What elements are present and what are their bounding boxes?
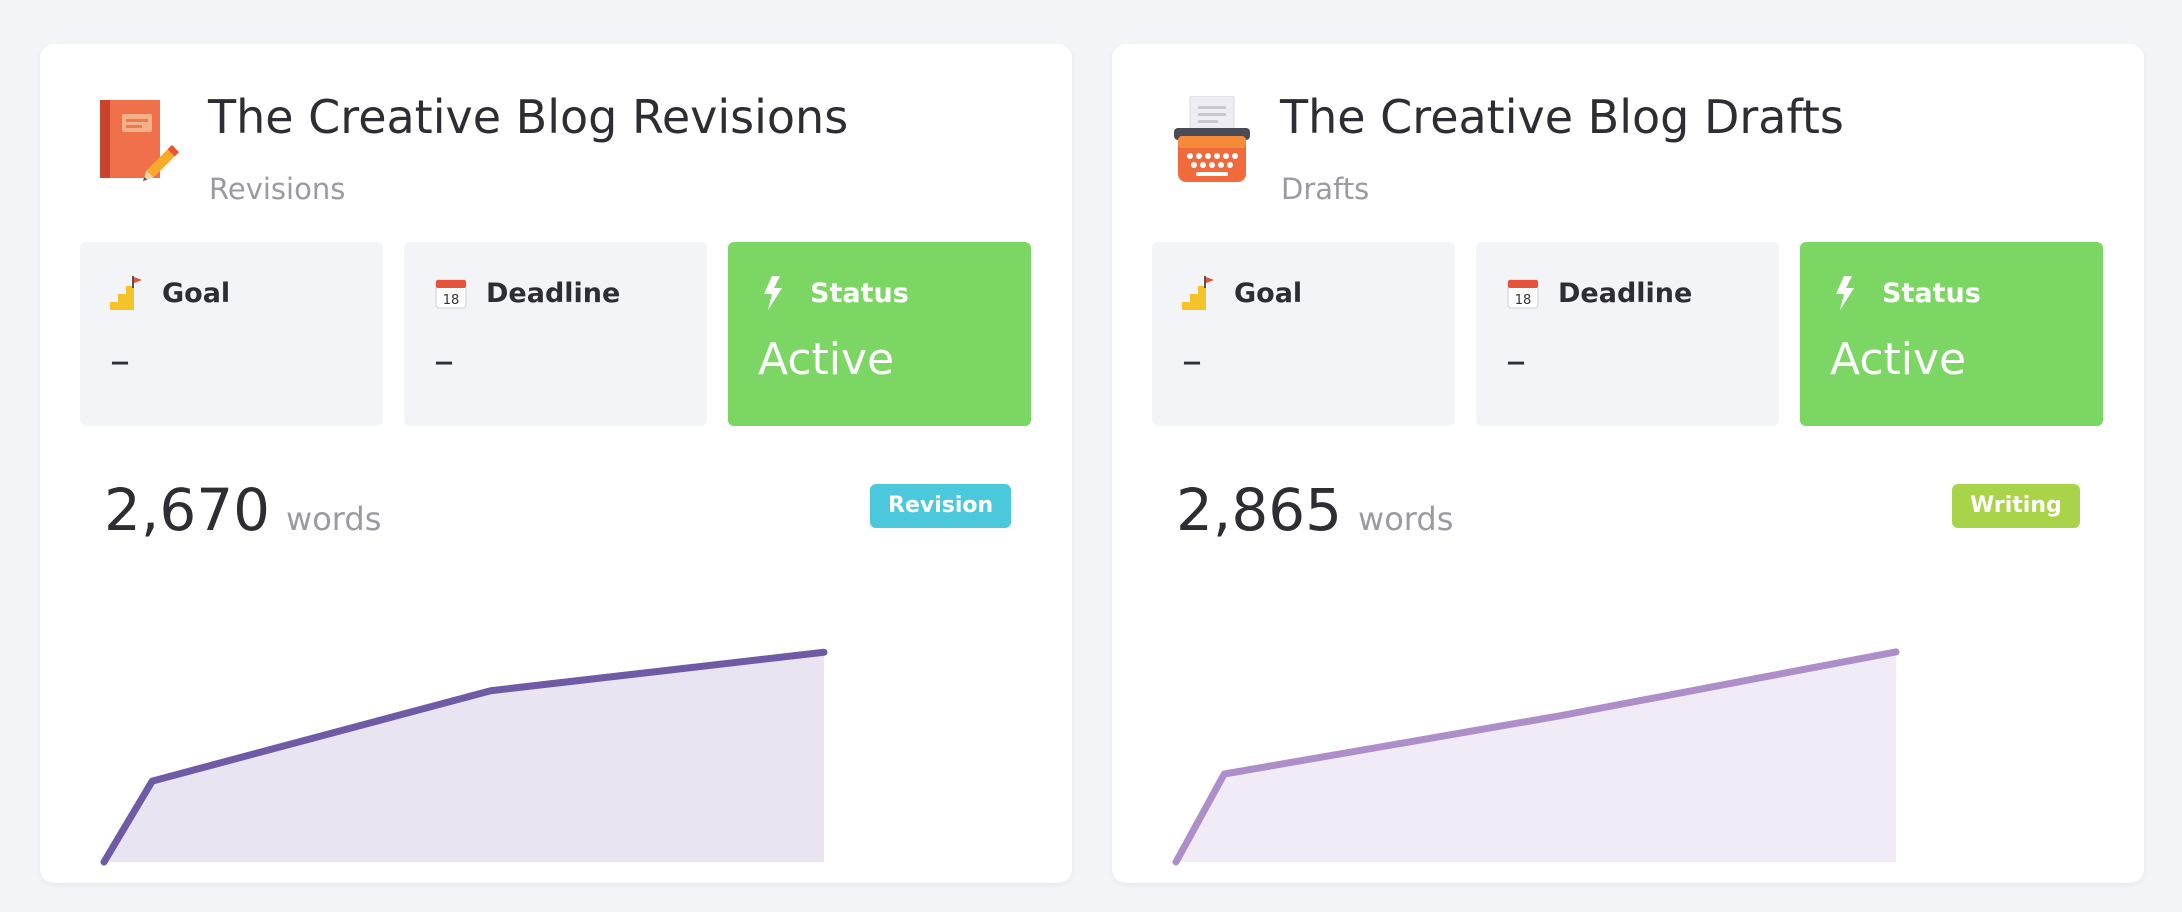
chart-area-fill	[1176, 651, 1896, 862]
stairs-flag-icon	[110, 276, 142, 310]
deadline-value: –	[434, 338, 454, 384]
goal-label: Goal	[1234, 277, 1303, 309]
calendar-day-text: 18	[443, 293, 460, 308]
word-progress-chart	[1172, 648, 1900, 866]
deadline-label: Deadline	[486, 277, 621, 309]
chart-series-line	[100, 648, 828, 866]
status-value: Active	[1830, 334, 1967, 385]
project-subtitle: Drafts	[1281, 172, 1370, 206]
goal-stat[interactable]: Goal –	[80, 242, 383, 426]
status-label: Status	[810, 277, 909, 309]
phase-badge: Revision	[870, 484, 1012, 528]
goal-value: –	[1182, 338, 1202, 384]
status-stat[interactable]: Status Active	[1800, 242, 2103, 426]
stairs-flag-icon	[1182, 276, 1214, 310]
word-unit: words	[1358, 500, 1454, 538]
book-pencil-icon	[100, 100, 179, 182]
calendar-icon: 18	[1507, 279, 1539, 309]
project-title[interactable]: The Creative Blog Drafts	[1280, 90, 1844, 144]
deadline-stat[interactable]: 18 Deadline –	[1476, 242, 1779, 426]
calendar-day-text: 18	[1515, 293, 1532, 308]
goal-stat[interactable]: Goal –	[1152, 242, 1455, 426]
deadline-value: –	[1506, 338, 1526, 384]
project-subtitle: Revisions	[209, 172, 346, 206]
word-count-display: 2,865 words	[1176, 476, 1453, 544]
project-card-drafts[interactable]: The Creative Blog Drafts Drafts Goal – 1…	[1112, 44, 2144, 883]
chart-series-line	[1172, 648, 1900, 866]
project-title[interactable]: The Creative Blog Revisions	[208, 90, 849, 144]
status-stat[interactable]: Status Active	[728, 242, 1031, 426]
chart-area-fill	[104, 652, 824, 862]
lightning-icon	[1836, 276, 1854, 310]
deadline-stat[interactable]: 18 Deadline –	[404, 242, 707, 426]
goal-label: Goal	[162, 277, 231, 309]
word-count: 2,670	[104, 476, 271, 544]
typewriter-icon	[1174, 96, 1250, 182]
word-progress-chart	[100, 648, 828, 866]
word-count: 2,865	[1176, 476, 1343, 544]
status-label: Status	[1882, 277, 1981, 309]
word-unit: words	[286, 500, 382, 538]
word-count-display: 2,670 words	[104, 476, 381, 544]
project-card-revisions[interactable]: The Creative Blog Revisions Revisions Go…	[40, 44, 1072, 883]
status-value: Active	[758, 334, 895, 385]
goal-value: –	[110, 338, 130, 384]
lightning-icon	[764, 276, 782, 310]
phase-badge: Writing	[1952, 484, 2080, 528]
deadline-label: Deadline	[1558, 277, 1693, 309]
calendar-icon: 18	[435, 279, 467, 309]
